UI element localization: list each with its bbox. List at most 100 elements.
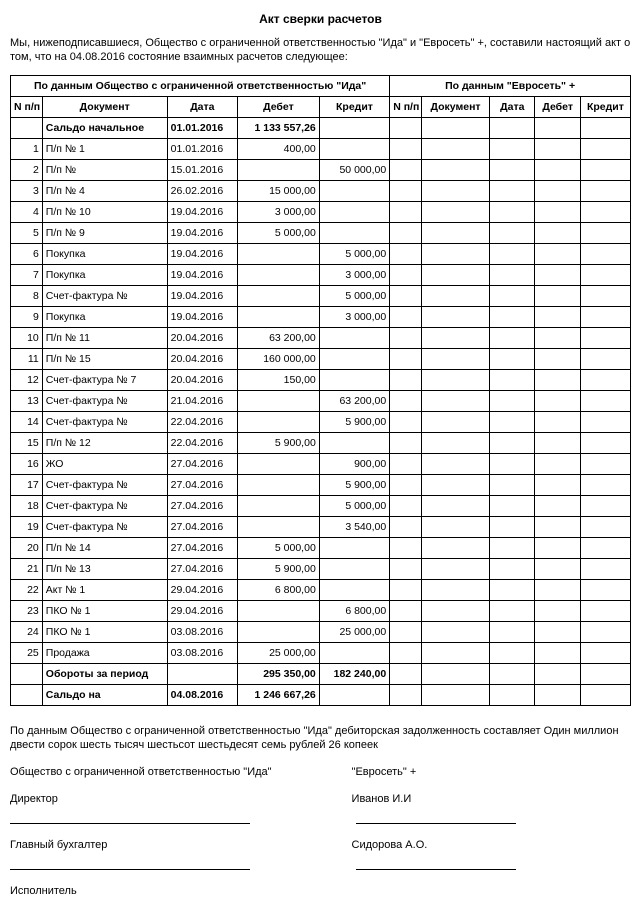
- accountant-label: Главный бухгалтер: [10, 839, 107, 851]
- cell-debit: [238, 159, 320, 180]
- cell-n: 16: [11, 453, 43, 474]
- table-row: 12Счет-фактура № 720.04.2016150,00: [11, 369, 631, 390]
- empty-cell: [535, 348, 580, 369]
- cell-doc: П/п № 12: [42, 432, 167, 453]
- group-header-right: По данным "Евросеть" +: [390, 75, 631, 96]
- cell-doc: ПКО № 1: [42, 621, 167, 642]
- cell-doc: Покупка: [42, 243, 167, 264]
- table-row: 4П/п № 1019.04.20163 000,00: [11, 201, 631, 222]
- col-credit-left: Кредит: [319, 96, 389, 117]
- cell-debit: 400,00: [238, 138, 320, 159]
- empty-cell: [421, 369, 489, 390]
- cell-n: 13: [11, 390, 43, 411]
- cell-date: 03.08.2016: [167, 642, 237, 663]
- cell-date: 27.04.2016: [167, 474, 237, 495]
- table-row: 2П/п №15.01.201650 000,00: [11, 159, 631, 180]
- empty-cell: [390, 453, 422, 474]
- cell-doc: Продажа: [42, 642, 167, 663]
- table-row: 10П/п № 1120.04.201663 200,00: [11, 327, 631, 348]
- cell-date: 27.04.2016: [167, 495, 237, 516]
- empty-cell: [490, 579, 535, 600]
- cell-n: 11: [11, 348, 43, 369]
- empty-cell: [580, 537, 630, 558]
- empty-cell: [390, 642, 422, 663]
- cell-debit: [238, 621, 320, 642]
- intro-paragraph: Мы, нижеподписавшиеся, Общество с ограни…: [10, 36, 631, 65]
- table-row: 7Покупка19.04.20163 000,00: [11, 264, 631, 285]
- cell-debit: 150,00: [238, 369, 320, 390]
- empty-cell: [421, 663, 489, 684]
- table-row: 13Счет-фактура №21.04.201663 200,00: [11, 390, 631, 411]
- cell-doc: Акт № 1: [42, 579, 167, 600]
- cell-date: 19.04.2016: [167, 201, 237, 222]
- cell-credit: 5 900,00: [319, 474, 389, 495]
- sig-org-left: Общество с ограниченной ответственностью…: [10, 765, 352, 780]
- table-row: 6Покупка19.04.20165 000,00: [11, 243, 631, 264]
- empty-cell: [535, 621, 580, 642]
- cell-debit: [238, 390, 320, 411]
- table-row: 16ЖО27.04.2016900,00: [11, 453, 631, 474]
- empty-cell: [580, 558, 630, 579]
- cell-doc: Счет-фактура №: [42, 474, 167, 495]
- empty-cell: [580, 327, 630, 348]
- table-row: 19Счет-фактура №27.04.20163 540,00: [11, 516, 631, 537]
- cell-debit: [238, 495, 320, 516]
- empty-cell: [421, 516, 489, 537]
- empty-cell: [390, 390, 422, 411]
- empty-cell: [421, 600, 489, 621]
- cell-date: 27.04.2016: [167, 537, 237, 558]
- cell-debit: [238, 474, 320, 495]
- cell-doc: П/п № 13: [42, 558, 167, 579]
- table-row: 18Счет-фактура №27.04.2016 5 000,00: [11, 495, 631, 516]
- empty-cell: [535, 138, 580, 159]
- cell-doc: Счет-фактура №: [42, 390, 167, 411]
- empty-cell: [490, 411, 535, 432]
- cell-date: 04.08.2016: [167, 684, 237, 705]
- empty-cell: [490, 684, 535, 705]
- table-row: 11П/п № 1520.04.2016160 000,00: [11, 348, 631, 369]
- end-balance-row: Сальдо на04.08.20161 246 667,26: [11, 684, 631, 705]
- empty-cell: [421, 348, 489, 369]
- empty-cell: [580, 243, 630, 264]
- empty-cell: [535, 285, 580, 306]
- empty-cell: [390, 159, 422, 180]
- empty-cell: [535, 180, 580, 201]
- cell-credit: [319, 117, 389, 138]
- empty-cell: [490, 243, 535, 264]
- empty-cell: [580, 642, 630, 663]
- empty-cell: [580, 579, 630, 600]
- cell-n: 12: [11, 369, 43, 390]
- empty-cell: [535, 495, 580, 516]
- accountant-right-name: Сидорова А.О.: [352, 839, 428, 851]
- cell-n: 18: [11, 495, 43, 516]
- empty-cell: [390, 180, 422, 201]
- empty-cell: [490, 159, 535, 180]
- cell-n: [11, 117, 43, 138]
- empty-cell: [490, 369, 535, 390]
- cell-doc: Счет-фактура №: [42, 411, 167, 432]
- empty-cell: [580, 285, 630, 306]
- empty-cell: [490, 600, 535, 621]
- cell-credit: [319, 558, 389, 579]
- empty-cell: [535, 537, 580, 558]
- empty-cell: [580, 411, 630, 432]
- table-row: 1П/п № 101.01.2016400,00: [11, 138, 631, 159]
- cell-credit: [319, 327, 389, 348]
- cell-debit: [238, 285, 320, 306]
- empty-cell: [535, 264, 580, 285]
- cell-doc: Обороты за период: [42, 663, 167, 684]
- cell-n: 1: [11, 138, 43, 159]
- cell-n: 23: [11, 600, 43, 621]
- cell-credit: [319, 369, 389, 390]
- cell-date: 27.04.2016: [167, 516, 237, 537]
- cell-credit: 5 000,00: [319, 495, 389, 516]
- director-right-sign-line: [356, 809, 516, 824]
- empty-cell: [490, 306, 535, 327]
- empty-cell: [390, 138, 422, 159]
- empty-cell: [421, 222, 489, 243]
- cell-doc: Счет-фактура №: [42, 495, 167, 516]
- empty-cell: [580, 684, 630, 705]
- cell-credit: 3 000,00: [319, 264, 389, 285]
- cell-debit: [238, 516, 320, 537]
- cell-date: 19.04.2016: [167, 306, 237, 327]
